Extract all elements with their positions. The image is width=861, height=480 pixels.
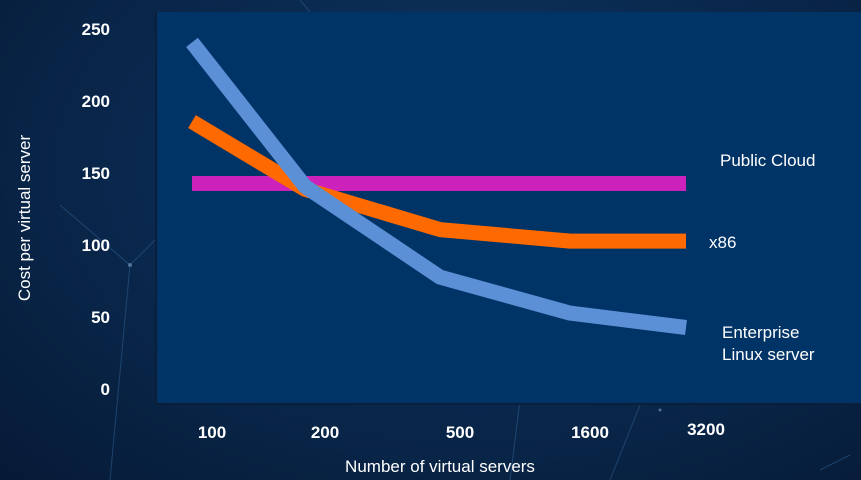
series-label-0: Public Cloud [720,151,816,170]
plot-area [155,12,861,405]
series-line-1 [188,115,686,249]
y-tick-label: 250 [81,20,110,39]
x-tick-label: 100 [197,423,227,442]
x-tick-label: 3200 [687,420,725,439]
x-tick-label: 1600 [571,423,609,442]
series-label-1: x86 [709,233,737,252]
y-tick-label: 50 [91,308,110,327]
y-tick-label: 0 [100,380,110,399]
x-tick-label: 200 [310,423,340,442]
series-label-2: Enterprise Linux server [722,323,815,364]
y-axis-label: Cost per virtual server [15,134,34,302]
y-tick-label: 200 [81,92,110,111]
x-tick-label: 500 [445,423,475,442]
y-tick-label: 100 [81,236,110,255]
y-tick-label: 150 [81,164,110,183]
x-axis-label: Number of virtual servers [345,457,535,476]
series-line-2 [186,37,687,335]
